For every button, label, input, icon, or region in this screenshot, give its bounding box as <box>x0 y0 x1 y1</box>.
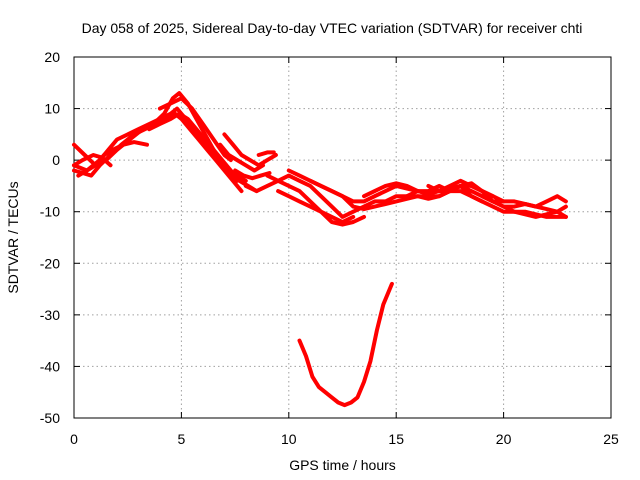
series-line-arc-08 <box>222 132 278 168</box>
y-tick-label: 10 <box>44 101 60 117</box>
series-line-arc-04 <box>76 140 149 178</box>
y-tick-label: -50 <box>40 410 60 426</box>
x-tick-label: 20 <box>496 431 512 447</box>
x-tick-label: 5 <box>178 431 186 447</box>
series-line-arc-09 <box>218 142 265 173</box>
series-line-arc-13 <box>276 189 356 224</box>
x-tick-label: 15 <box>388 431 404 447</box>
series-line-arc-12 <box>243 178 366 227</box>
axis-ticks <box>73 56 612 419</box>
grid <box>74 57 611 418</box>
series-line-arc-19 <box>426 181 495 199</box>
series-line-arc-07 <box>157 96 233 163</box>
series-line-arc-15 <box>308 178 506 204</box>
chart-title: Day 058 of 2025, Sidereal Day-to-day VTE… <box>82 20 583 36</box>
series-layer <box>72 91 568 408</box>
series-line-arc-06 <box>147 111 259 194</box>
series-line-arc-05 <box>72 153 113 168</box>
series-line-arc-22 <box>233 168 272 181</box>
y-tick-label: 20 <box>44 49 60 65</box>
plot-frame <box>73 56 612 419</box>
series-line-arc-20 <box>501 204 568 219</box>
x-axis-label: GPS time / hours <box>289 457 396 473</box>
series-line-arc-18 <box>480 194 568 209</box>
y-tick-label: -20 <box>40 255 60 271</box>
y-tick-label: -30 <box>40 307 60 323</box>
series-line-arc-10 <box>256 150 276 157</box>
tick-labels: 0 5 10 15 20 25 -50 -40 -30 -20 -10 0 10 20 <box>40 49 619 447</box>
x-tick-label: 10 <box>281 431 297 447</box>
y-tick-label: 0 <box>52 152 60 168</box>
y-axis-label: SDTVAR / TECUs <box>5 181 21 293</box>
series-line-arc-21 <box>297 281 394 408</box>
y-tick-label: -10 <box>40 204 60 220</box>
x-tick-label: 0 <box>70 431 78 447</box>
x-tick-label: 25 <box>603 431 619 447</box>
y-tick-label: -40 <box>40 358 60 374</box>
